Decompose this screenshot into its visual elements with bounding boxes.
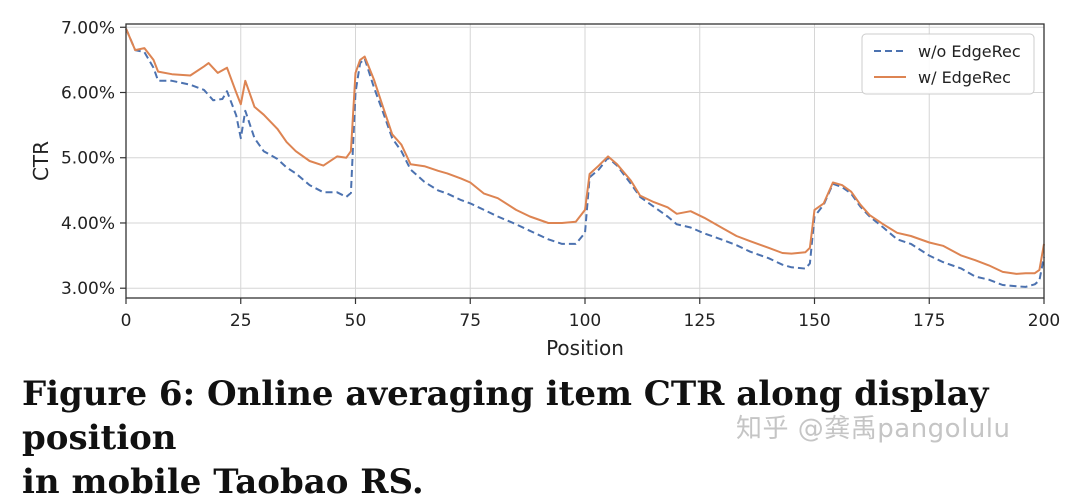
y-axis-title: CTR bbox=[29, 141, 53, 181]
ctr-line-chart: 0 25 50 75 100 125 150 175 200 3.00% 4.00% 5.00% 6.… bbox=[29, 18, 1060, 360]
series-line-without-edgerec bbox=[125, 28, 1045, 288]
y-tick-label: 6.00% bbox=[61, 84, 115, 104]
caption-line-1: Figure 6: Online averaging item CTR alon… bbox=[22, 374, 989, 458]
series-line-with-edgerec bbox=[125, 28, 1045, 275]
series-lines bbox=[125, 28, 1045, 288]
x-tick-label: 50 bbox=[345, 311, 367, 331]
x-tick-label: 25 bbox=[230, 311, 252, 331]
legend-label: w/ EdgeRec bbox=[918, 68, 1011, 87]
legend-box bbox=[861, 33, 1035, 95]
x-tick-label: 100 bbox=[569, 311, 601, 331]
y-tick-label: 7.00% bbox=[61, 18, 115, 38]
legend: w/o EdgeRec w/ EdgeRec bbox=[861, 33, 1035, 95]
y-tick-label: 4.00% bbox=[61, 214, 115, 234]
x-axis: 0 25 50 75 100 125 150 175 200 bbox=[121, 298, 1060, 331]
y-axis: 3.00% 4.00% 5.00% 6.00% 7.00% bbox=[61, 18, 126, 299]
x-axis-title: Position bbox=[546, 336, 624, 360]
x-tick-label: 150 bbox=[798, 311, 830, 331]
plot-frame bbox=[125, 23, 1045, 299]
x-tick-label: 175 bbox=[913, 311, 945, 331]
caption-line-2: in mobile Taobao RS. bbox=[22, 462, 424, 502]
y-tick-label: 3.00% bbox=[61, 279, 115, 299]
x-tick-label: 125 bbox=[684, 311, 716, 331]
x-tick-label: 75 bbox=[459, 311, 481, 331]
watermark-text: 知乎 @龚禹pangolulu bbox=[736, 414, 1011, 444]
x-tick-label: 0 bbox=[121, 311, 132, 331]
x-tick-label: 200 bbox=[1028, 311, 1060, 331]
legend-label: w/o EdgeRec bbox=[918, 42, 1021, 61]
y-tick-label: 5.00% bbox=[61, 149, 115, 169]
